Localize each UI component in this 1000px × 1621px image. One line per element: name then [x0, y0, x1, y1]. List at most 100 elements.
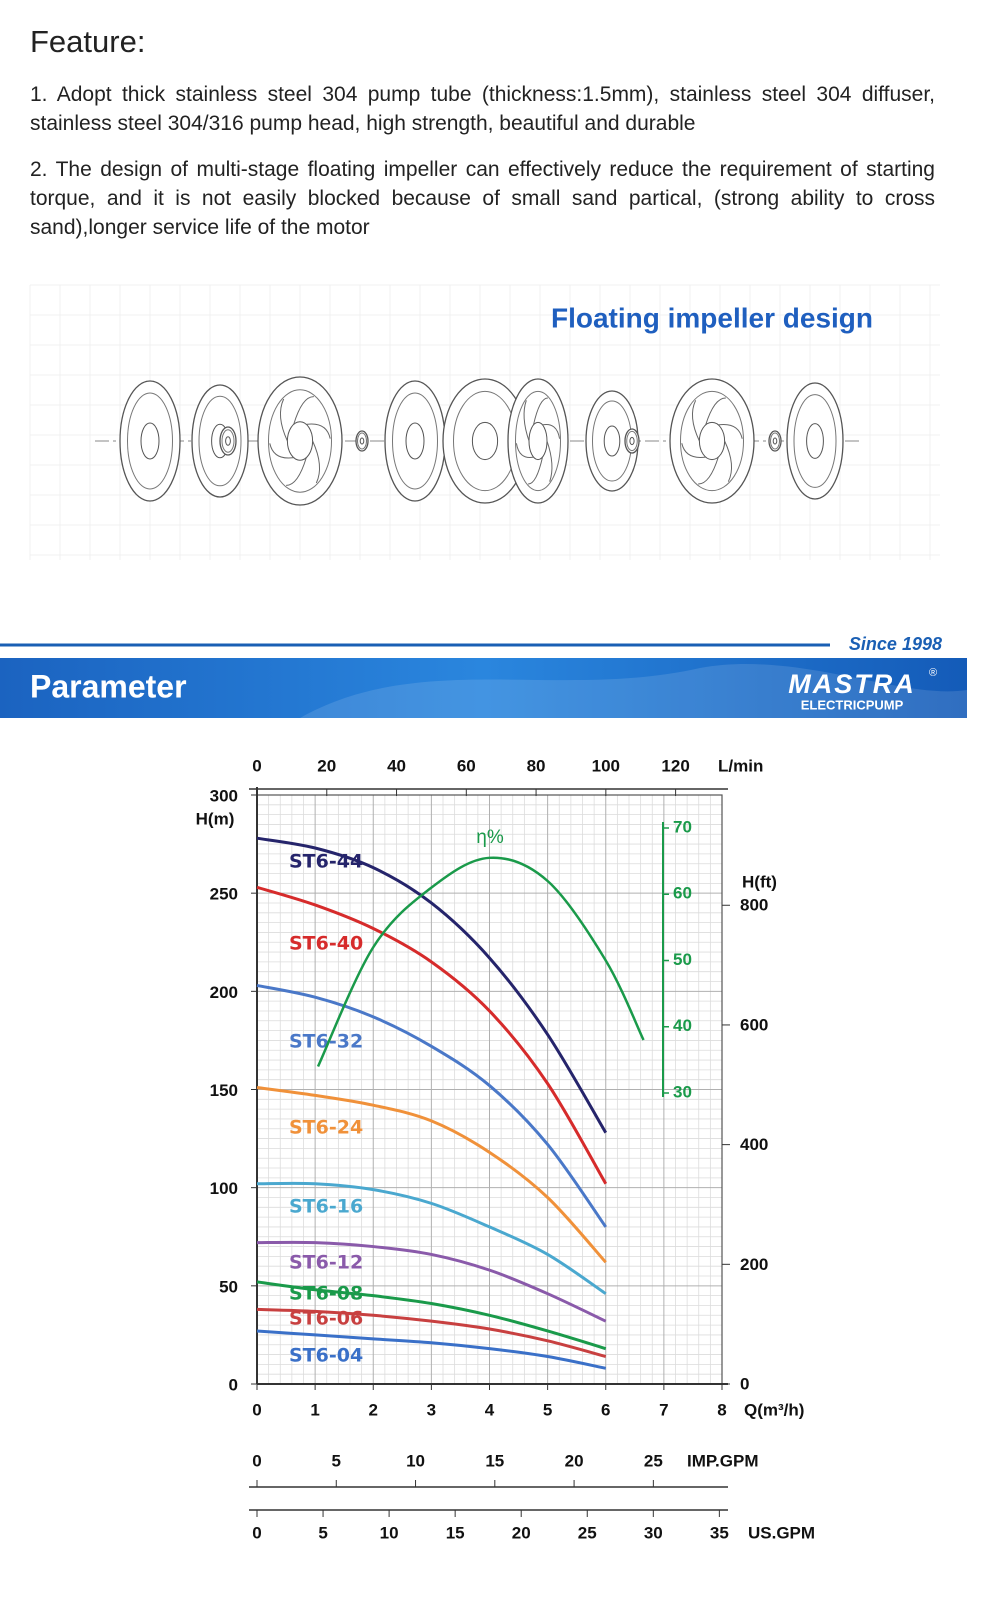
aux-tick-label: 0: [252, 1523, 261, 1542]
aux-axis-title: L/min: [718, 756, 763, 775]
impeller-part: [680, 390, 744, 492]
impeller-vane: [528, 456, 543, 485]
aux-tick-label: 5: [318, 1523, 327, 1542]
impeller-illustration: [29, 284, 940, 560]
feature-title: Feature:: [30, 24, 146, 59]
impeller-hub: [603, 425, 621, 457]
banner-title: Parameter: [30, 668, 187, 704]
impeller-vane: [515, 443, 534, 458]
impeller-vane: [724, 440, 733, 482]
ft-tick-label: 200: [740, 1255, 768, 1274]
impeller-vane: [269, 443, 294, 459]
pump-curve: [256, 885, 608, 1185]
eff-label: η%: [476, 827, 504, 848]
logo: MASTRA: [788, 669, 916, 699]
impeller-part: [624, 428, 640, 454]
y-tick-label: 300: [210, 786, 238, 805]
aux-axis-title: US.GPM: [748, 1523, 815, 1542]
x-axis-title: Q(m³/h): [744, 1400, 804, 1419]
x-tick-label: 3: [427, 1400, 436, 1419]
series-label: ST6-06: [289, 1308, 363, 1330]
impeller-hub: [225, 436, 231, 446]
impeller-part: [793, 394, 837, 488]
feature-item: 1. Adopt thick stainless steel 304 pump …: [30, 83, 935, 135]
x-tick-label: 2: [369, 1400, 378, 1419]
series-label: ST6-12: [289, 1252, 363, 1274]
impeller-vane: [312, 440, 321, 484]
aux-tick-label: 0: [252, 756, 261, 775]
x-tick-label: 4: [485, 1400, 495, 1419]
impeller-part: [257, 376, 343, 506]
since: Since 1998: [849, 634, 942, 654]
y-tick-label: 250: [210, 885, 238, 904]
pump-curve: [256, 1307, 607, 1358]
aux-tick-label: 15: [446, 1523, 465, 1542]
series-label: ST6-04: [289, 1345, 363, 1367]
pump-curve: [256, 1086, 607, 1264]
impeller-hub: [629, 436, 635, 446]
aux-tick-label: 25: [578, 1523, 597, 1542]
impeller-vane: [681, 443, 706, 458]
pump-curve: [256, 1280, 607, 1351]
logo-sub: ELECTRICPUMP: [801, 697, 904, 712]
series-label: ST6-08: [289, 1283, 363, 1305]
x-tick-label: 6: [601, 1400, 610, 1419]
ft-tick-label: 400: [740, 1135, 768, 1154]
ft-tick-label: 0: [740, 1374, 749, 1393]
aux-tick-label: 35: [710, 1523, 729, 1542]
x-tick-label: 8: [717, 1400, 726, 1419]
aux-tick-label: 10: [380, 1523, 399, 1542]
impeller-hub: [772, 437, 778, 445]
impeller-part: [392, 392, 438, 490]
aux-axis-title: IMP.GPM: [687, 1451, 758, 1470]
impeller-vane: [542, 424, 561, 439]
impeller-part: [507, 378, 569, 504]
impeller-vane: [293, 396, 314, 425]
impeller-hub: [405, 422, 425, 460]
aux-tick-label: 10: [406, 1451, 425, 1470]
impeller-vane: [286, 457, 307, 486]
series-label: ST6-24: [289, 1117, 363, 1139]
ft-tick-label: 600: [740, 1015, 768, 1034]
impeller-caption: Floating impeller design: [551, 302, 873, 333]
impeller-part: [119, 380, 181, 502]
impeller-part: [198, 395, 242, 487]
impeller-vane: [705, 397, 726, 426]
x-tick-label: 5: [543, 1400, 552, 1419]
pump-curve: [256, 1329, 607, 1370]
efficiency-curve: [316, 856, 645, 1068]
impeller-vane: [523, 400, 530, 442]
y-tick-label: 150: [210, 1081, 238, 1100]
eff-tick-label: 30: [673, 1082, 692, 1101]
impeller-vane: [698, 456, 719, 485]
y-tick-label: 0: [229, 1375, 238, 1394]
y-axis-title: H(m): [196, 809, 235, 828]
impeller-vane: [691, 400, 700, 442]
aux-tick-label: 20: [565, 1451, 584, 1470]
impeller-part: [626, 430, 638, 452]
aux-tick-label: 15: [485, 1451, 504, 1470]
impeller-part: [219, 426, 237, 456]
aux-tick-label: 20: [317, 756, 336, 775]
aux-tick-label: 120: [661, 756, 689, 775]
ft-tick-label: 800: [740, 896, 768, 915]
pump-curve: [256, 1240, 607, 1323]
impeller-vane: [533, 397, 548, 426]
series-label: ST6-44: [289, 851, 363, 873]
y-tick-label: 50: [219, 1277, 238, 1296]
aux-tick-label: 30: [644, 1523, 663, 1542]
aux-tick-label: 0: [252, 1451, 261, 1470]
x-tick-label: 0: [252, 1400, 261, 1419]
impeller-part: [357, 432, 367, 450]
series-label: ST6-40: [289, 933, 363, 955]
eff-tick-label: 60: [673, 884, 692, 903]
pump-curve: [256, 1181, 607, 1295]
impeller-part: [268, 389, 332, 493]
y-tick-label: 100: [210, 1179, 238, 1198]
aux-tick-label: 40: [387, 756, 406, 775]
aux-tick-label: 60: [457, 756, 476, 775]
eff-tick-label: 70: [673, 817, 692, 836]
